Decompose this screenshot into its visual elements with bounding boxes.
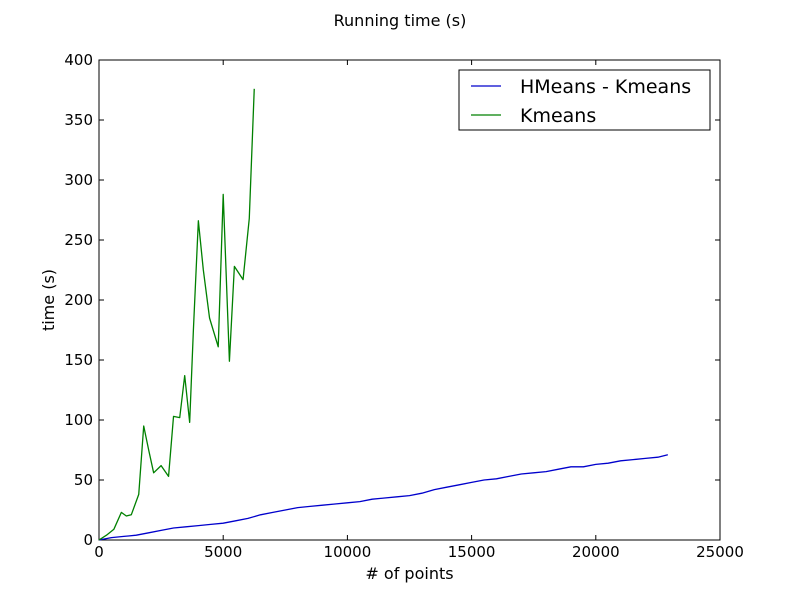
y-axis-label: time (s) <box>39 269 58 331</box>
x-tick-label: 0 <box>94 543 104 561</box>
y-tick-label: 300 <box>64 171 93 189</box>
x-tick-label: 20000 <box>572 543 620 561</box>
y-tick-label: 250 <box>64 231 93 249</box>
x-tick-label: 10000 <box>324 543 372 561</box>
legend-label-kmeans: Kmeans <box>520 105 596 127</box>
x-axis-label: # of points <box>365 564 453 583</box>
y-tick-label: 200 <box>64 291 93 309</box>
y-tick-label: 100 <box>64 411 93 429</box>
y-tick-label: 0 <box>83 531 93 549</box>
series-line-kmeans <box>98 88 255 541</box>
series-lines <box>98 88 668 541</box>
chart-title: Running time (s) <box>334 11 467 30</box>
y-tick-label: 350 <box>64 111 93 129</box>
y-tick-label: 150 <box>64 351 93 369</box>
legend-label-hmeans: HMeans - Kmeans <box>520 76 691 98</box>
axis-ticks: 0 5000 10000 15000 20000 25000 0 50 100 150 200 250… <box>64 51 744 561</box>
legend-box <box>458 69 711 131</box>
x-tick-label: 15000 <box>448 543 496 561</box>
plot-area <box>98 59 721 541</box>
y-tick-label: 50 <box>74 471 93 489</box>
legend: HMeans - Kmeans Kmeans <box>458 69 711 131</box>
x-tick-label: 5000 <box>204 543 242 561</box>
x-tick-label: 25000 <box>696 543 744 561</box>
y-tick-label: 400 <box>64 51 93 69</box>
series-line-hmeans-kmeans <box>98 454 668 541</box>
